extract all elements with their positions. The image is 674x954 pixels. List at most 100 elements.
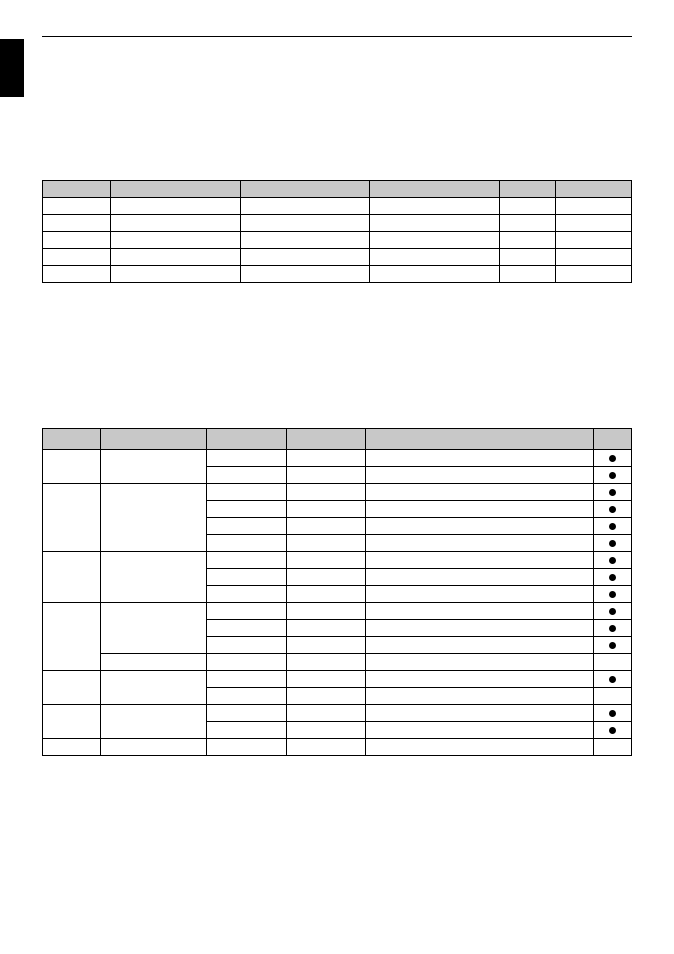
table-2-col0 (43, 552, 101, 603)
bullet-icon (609, 642, 616, 649)
table-2-c3 (286, 467, 366, 484)
table-2-header-2 (206, 429, 286, 450)
table-1-cell (500, 266, 556, 283)
table-2-c2 (206, 484, 286, 501)
table-2-c2 (206, 501, 286, 518)
table-1-cell (556, 215, 632, 232)
table-2-c4 (366, 586, 594, 603)
horizontal-rule-top (42, 36, 632, 37)
bullet-icon (609, 591, 616, 598)
table-2-c2 (206, 518, 286, 535)
table-2-c3 (286, 688, 366, 705)
table-2-c3 (286, 586, 366, 603)
table-2-c3 (286, 654, 366, 671)
table-1-cell (43, 215, 111, 232)
table-2-c2 (206, 739, 286, 756)
table-2-c2 (206, 671, 286, 688)
table-1-cell (43, 249, 111, 266)
table-1-cell (43, 198, 111, 215)
table-2-header-1 (100, 429, 206, 450)
table-2-dot-cell (594, 722, 632, 739)
table-1-cell (556, 266, 632, 283)
table-2-c4 (366, 484, 594, 501)
table-2-dot-cell (594, 552, 632, 569)
table-2-dot-cell (594, 586, 632, 603)
table-1-cell (500, 232, 556, 249)
table-2-col0 (43, 671, 101, 705)
table-2-c2 (206, 467, 286, 484)
table-2-dot-cell (594, 688, 632, 705)
page (0, 0, 674, 954)
table-2-dot-cell (594, 467, 632, 484)
bullet-icon (609, 574, 616, 581)
section-tab (0, 39, 24, 97)
table-1-cell (556, 249, 632, 266)
table-1-cell (370, 198, 500, 215)
table-1 (42, 180, 632, 283)
table-2-c4 (366, 654, 594, 671)
table-2-c2 (206, 620, 286, 637)
table-2-c4 (366, 518, 594, 535)
table-2-c4 (366, 535, 594, 552)
table-2-c2 (206, 450, 286, 467)
table-1-cell (240, 215, 370, 232)
table-1-cell (240, 232, 370, 249)
table-2-c4 (366, 450, 594, 467)
table-1-cell (240, 249, 370, 266)
table-1-header-4 (500, 181, 556, 198)
table-2-col1 (100, 739, 206, 756)
table-2-c4 (366, 501, 594, 518)
table-1-header-3 (370, 181, 500, 198)
table-2-c4 (366, 569, 594, 586)
table-1-cell (500, 215, 556, 232)
bullet-icon (609, 727, 616, 734)
table-2-header-5 (594, 429, 632, 450)
table-1-header-1 (110, 181, 240, 198)
table-1-cell (556, 232, 632, 249)
table-2-c4 (366, 467, 594, 484)
table-2-c2 (206, 586, 286, 603)
table-2-c3 (286, 603, 366, 620)
table-1-cell (110, 249, 240, 266)
table-2-col0 (43, 705, 101, 739)
bullet-icon (609, 676, 616, 683)
table-2-c3 (286, 569, 366, 586)
table-1-cell (110, 215, 240, 232)
table-1-cell (556, 198, 632, 215)
table-2-c2 (206, 654, 286, 671)
table-1-header-5 (556, 181, 632, 198)
table-2-c3 (286, 637, 366, 654)
table-2-c2 (206, 569, 286, 586)
table-2-dot-cell (594, 501, 632, 518)
table-1-cell (240, 198, 370, 215)
table-1-cell (370, 249, 500, 266)
table-2-col0 (43, 450, 101, 484)
bullet-icon (609, 710, 616, 717)
bullet-icon (609, 540, 616, 547)
table-2-c2 (206, 603, 286, 620)
table-2-c3 (286, 518, 366, 535)
table-2-col0 (43, 603, 101, 671)
table-2-c3 (286, 501, 366, 518)
bullet-icon (609, 506, 616, 513)
bullet-icon (609, 557, 616, 564)
table-1-cell (240, 266, 370, 283)
table-2-dot-cell (594, 739, 632, 756)
table-2-dot-cell (594, 705, 632, 722)
bullet-icon (609, 625, 616, 632)
table-2-dot-cell (594, 535, 632, 552)
table-2-header-3 (286, 429, 366, 450)
table-2-c2 (206, 722, 286, 739)
table-2-c3 (286, 552, 366, 569)
table-2-header-4 (366, 429, 594, 450)
table-2-c3 (286, 722, 366, 739)
table-1-cell (43, 232, 111, 249)
table-2-c4 (366, 637, 594, 654)
bullet-icon (609, 489, 616, 496)
table-2-col0 (43, 484, 101, 552)
table-2-col1 (100, 654, 206, 671)
table-2-c2 (206, 637, 286, 654)
table-2-c4 (366, 671, 594, 688)
table-2-col0 (43, 739, 101, 756)
table-2-c2 (206, 535, 286, 552)
